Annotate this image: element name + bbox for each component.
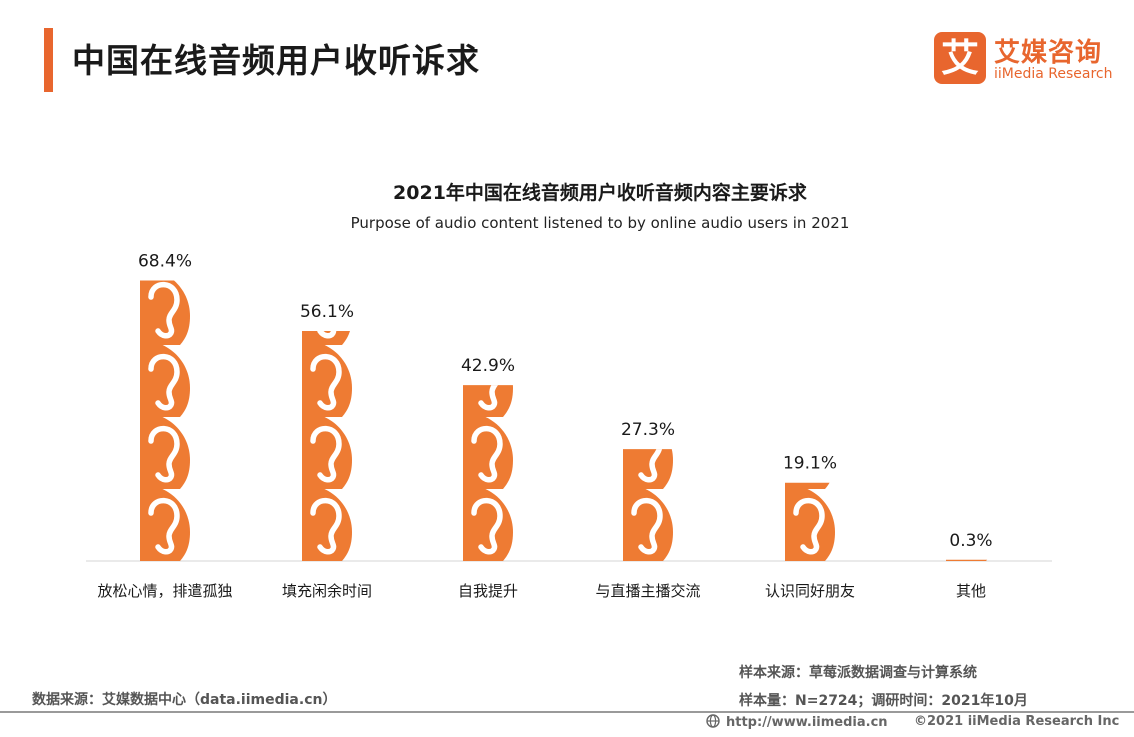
ear-icon <box>623 340 673 417</box>
data-source-note: 数据来源：艾媒数据中心（data.iimedia.cn） <box>32 692 337 708</box>
footer-url[interactable]: http://www.iimedia.cn <box>706 714 888 730</box>
category-label: 与直播主播交流 <box>595 582 700 600</box>
category-label: 填充闲余时间 <box>282 582 372 600</box>
ear-icon <box>623 484 673 561</box>
value-label: 19.1% <box>783 454 837 474</box>
logo-name-cn: 艾媒咨询 <box>994 38 1103 68</box>
category-label: 自我提升 <box>458 582 518 600</box>
copyright-text: ©2021 iiMedia Research Inc <box>914 714 1120 729</box>
title-accent-bar <box>44 28 53 92</box>
category-label: 其他 <box>956 582 986 600</box>
brand-logo: 艾 艾媒咨询 iiMedia Research <box>934 30 1124 88</box>
ear-icon <box>946 412 996 489</box>
ear-icon <box>302 412 352 489</box>
ear-icon <box>463 340 513 417</box>
globe-icon <box>706 714 720 728</box>
logo-mark-icon: 艾 <box>934 32 986 84</box>
ear-icon <box>785 484 835 561</box>
bar-4 <box>623 340 673 561</box>
ear-icon <box>302 340 352 417</box>
ear-icon <box>140 484 190 561</box>
value-label: 42.9% <box>461 356 515 376</box>
category-label: 放松心情，排遣孤独 <box>97 582 232 600</box>
ear-icon <box>302 484 352 561</box>
value-label: 56.1% <box>300 302 354 322</box>
footer-url-text[interactable]: http://www.iimedia.cn <box>726 715 888 730</box>
footer-divider <box>0 711 1134 713</box>
sample-size-note: 样本量：N=2724；调研时间：2021年10月 <box>739 693 1028 709</box>
page-title: 中国在线音频用户收听诉求 <box>72 41 480 80</box>
logo-name-en: iiMedia Research <box>994 66 1113 82</box>
sample-source-note: 样本来源：草莓派数据调查与计算系统 <box>739 665 977 681</box>
chart-title: 2021年中国在线音频用户收听音频内容主要诉求 <box>393 182 807 204</box>
ear-icon <box>302 196 352 273</box>
ear-icon <box>140 412 190 489</box>
ear-icon <box>140 268 190 345</box>
ear-icon <box>785 412 835 489</box>
category-label: 认识同好朋友 <box>765 582 855 600</box>
ear-icon <box>140 340 190 417</box>
bar-2 <box>302 196 352 561</box>
value-label: 68.4% <box>138 252 192 272</box>
value-label: 27.3% <box>621 420 675 440</box>
ear-icon <box>785 340 835 417</box>
ear-icon <box>463 412 513 489</box>
ear-icon <box>463 484 513 561</box>
bar-5 <box>785 340 835 561</box>
ear-icon <box>463 268 513 345</box>
bar-3 <box>463 268 513 561</box>
value-label: 0.3% <box>949 531 992 551</box>
chart-subtitle: Purpose of audio content listened to by … <box>350 214 850 232</box>
